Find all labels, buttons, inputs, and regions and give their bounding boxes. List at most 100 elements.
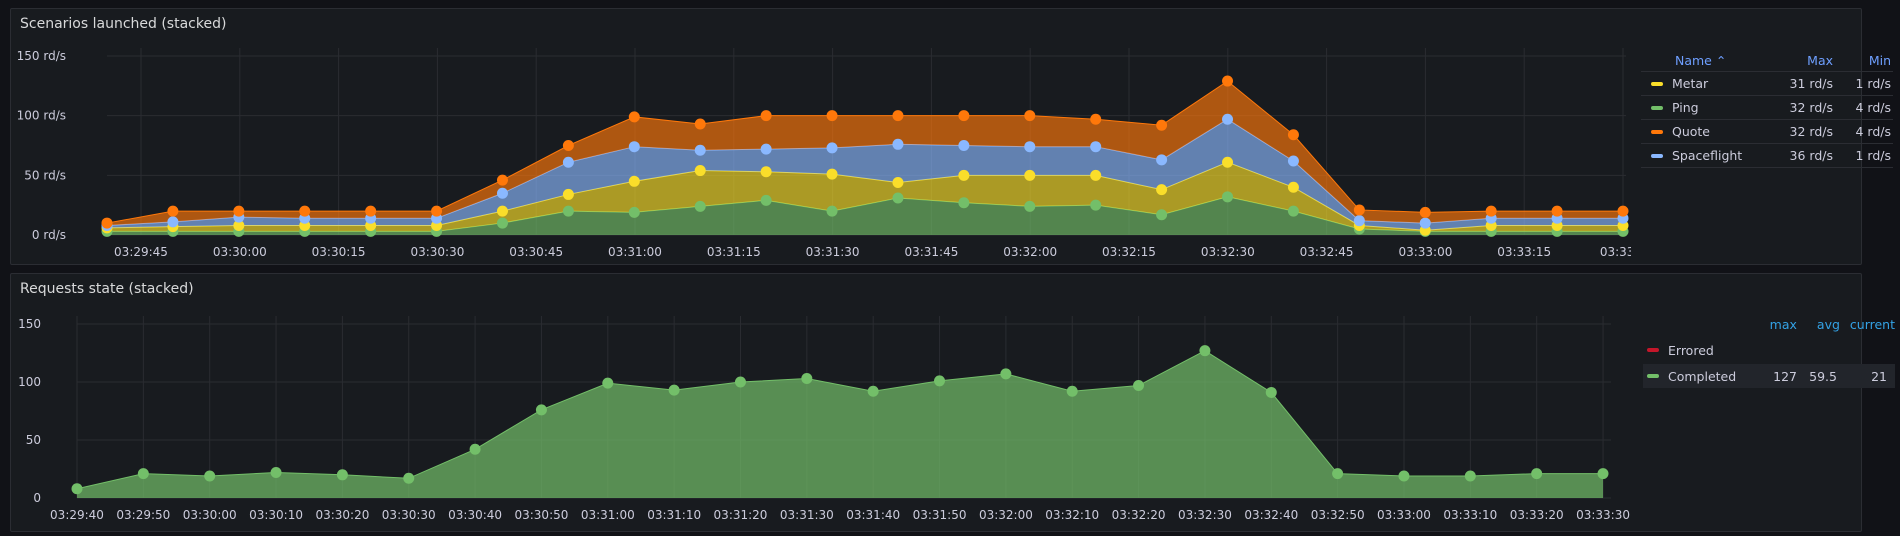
point-quote [233, 205, 245, 217]
x-tick-label: 03:31:00 [608, 245, 662, 259]
legend-header: max avg current [1643, 312, 1895, 336]
y-tick-label: 0 rd/s [32, 228, 66, 242]
x-tick-label: 03:30:30 [410, 245, 464, 259]
x-tick-label: 03:31:45 [904, 245, 958, 259]
point-spaceflight [1222, 113, 1234, 125]
area-completed [77, 350, 1603, 498]
point-quote [892, 110, 904, 122]
legend-max: 32 rd/s [1789, 100, 1833, 115]
point-completed [1531, 468, 1543, 480]
point-spaceflight [167, 216, 179, 228]
point-quote [1024, 110, 1036, 122]
point-ping [562, 205, 574, 217]
line-completed [76, 350, 1603, 490]
point-completed [204, 470, 216, 482]
point-quote [1156, 119, 1168, 131]
legend-col-current[interactable]: current [1849, 316, 1895, 332]
legend-col-min[interactable]: Min [1868, 53, 1891, 68]
x-tick-label: 03:30:40 [448, 508, 502, 522]
y-tick-label: 0 [33, 491, 41, 505]
legend-row-metar[interactable]: Metar 31 rd/s 1 rd/s [1641, 72, 1893, 96]
point-spaceflight [1156, 154, 1168, 166]
x-tick-label: 03:29:50 [116, 508, 170, 522]
point-quote [760, 110, 772, 122]
point-ping [496, 217, 508, 229]
point-metar [628, 175, 640, 187]
point-completed [668, 384, 680, 396]
x-tick-label: 03:32:00 [1003, 245, 1057, 259]
point-quote [694, 118, 706, 130]
x-tick-label: 03:29:45 [114, 245, 168, 259]
legend-row-spaceflight[interactable]: Spaceflight 36 rd/s 1 rd/s [1641, 144, 1893, 168]
x-tick-label: 03:33:00 [1398, 245, 1452, 259]
legend-max: 36 rd/s [1789, 148, 1833, 163]
x-tick-label: 03:33:30 [1576, 508, 1630, 522]
point-metar [1156, 184, 1168, 196]
point-spaceflight [958, 140, 970, 151]
legend-current: 21 [1871, 368, 1887, 384]
line-quote [106, 80, 1623, 224]
point-quote [431, 205, 443, 217]
point-metar [233, 219, 245, 231]
point-metar [1222, 156, 1234, 168]
legend-min: 4 rd/s [1855, 124, 1891, 139]
y-tick-label: 50 [26, 433, 41, 447]
point-metar [826, 168, 838, 180]
x-tick-label: 03:33:15 [1497, 245, 1551, 259]
requests-chart: 0 50 100 150 03:29:40 03:29:50 03:30:00 03:30:1… [18, 316, 1630, 522]
point-completed [336, 469, 348, 481]
x-tick-label: 03:31:30 [806, 245, 860, 259]
legend-col-name[interactable]: Name ⌃ [1675, 53, 1727, 68]
legend-row-errored[interactable]: Errored [1643, 338, 1895, 362]
legend-min: 4 rd/s [1855, 100, 1891, 115]
x-tick-label: 03:32:10 [1045, 508, 1099, 522]
point-completed [1332, 468, 1344, 480]
point-quote [1287, 129, 1299, 141]
point-ping [1024, 200, 1036, 212]
x-tick-label: 03:33:00 [1377, 508, 1431, 522]
area-spaceflight [107, 119, 1623, 231]
series-swatch [1647, 374, 1659, 378]
legend-header: Name ⌃ Max Min [1641, 50, 1893, 72]
point-quote [1551, 205, 1563, 217]
x-tick-label: 03:32:30 [1201, 245, 1255, 259]
legend-max: 32 rd/s [1789, 124, 1833, 139]
panel-title[interactable]: Scenarios launched (stacked) [20, 16, 227, 32]
panel-title[interactable]: Requests state (stacked) [20, 281, 194, 297]
series-swatch [1651, 81, 1663, 86]
x-tick-label: 03:30:15 [312, 245, 366, 259]
point-quote [1353, 204, 1365, 216]
legend-max: 127 [1773, 368, 1797, 384]
point-completed [1597, 468, 1609, 480]
y-tick-label: 100 rd/s [17, 109, 66, 123]
point-quote [562, 140, 574, 151]
point-quote [101, 217, 113, 229]
point-completed [403, 472, 415, 484]
legend-row-quote[interactable]: Quote 32 rd/s 4 rd/s [1641, 120, 1893, 144]
point-ping [958, 197, 970, 209]
legend-col-max[interactable]: max [1769, 316, 1797, 332]
point-completed [602, 377, 614, 389]
scenarios-chart: 0 rd/s 50 rd/s 100 rd/s 150 rd/s 03:29:45 03:… [17, 48, 1631, 259]
series-swatch [1647, 348, 1659, 352]
point-metar [1090, 169, 1102, 181]
legend-min: 1 rd/s [1855, 148, 1891, 163]
legend-row-completed[interactable]: Completed 127 59.5 21 [1643, 364, 1895, 388]
legend-min: 1 rd/s [1855, 76, 1891, 91]
x-tick-label: 03:30:30 [382, 508, 436, 522]
legend-row-ping[interactable]: Ping 32 rd/s 4 rd/s [1641, 96, 1893, 120]
point-spaceflight [1419, 217, 1431, 229]
point-spaceflight [1287, 155, 1299, 167]
point-completed [1133, 379, 1145, 391]
point-metar [562, 188, 574, 200]
series-swatch [1651, 153, 1663, 158]
legend-col-avg[interactable]: avg [1816, 316, 1840, 332]
x-tick-label: 03:33:3 [1600, 245, 1631, 259]
point-completed [1464, 470, 1476, 482]
point-quote [628, 111, 640, 123]
point-completed [1000, 368, 1012, 380]
x-tick-label: 03:31:30 [780, 508, 834, 522]
legend-col-max[interactable]: Max [1807, 53, 1833, 68]
x-tick-label: 03:31:40 [846, 508, 900, 522]
x-tick-label: 03:30:45 [509, 245, 563, 259]
